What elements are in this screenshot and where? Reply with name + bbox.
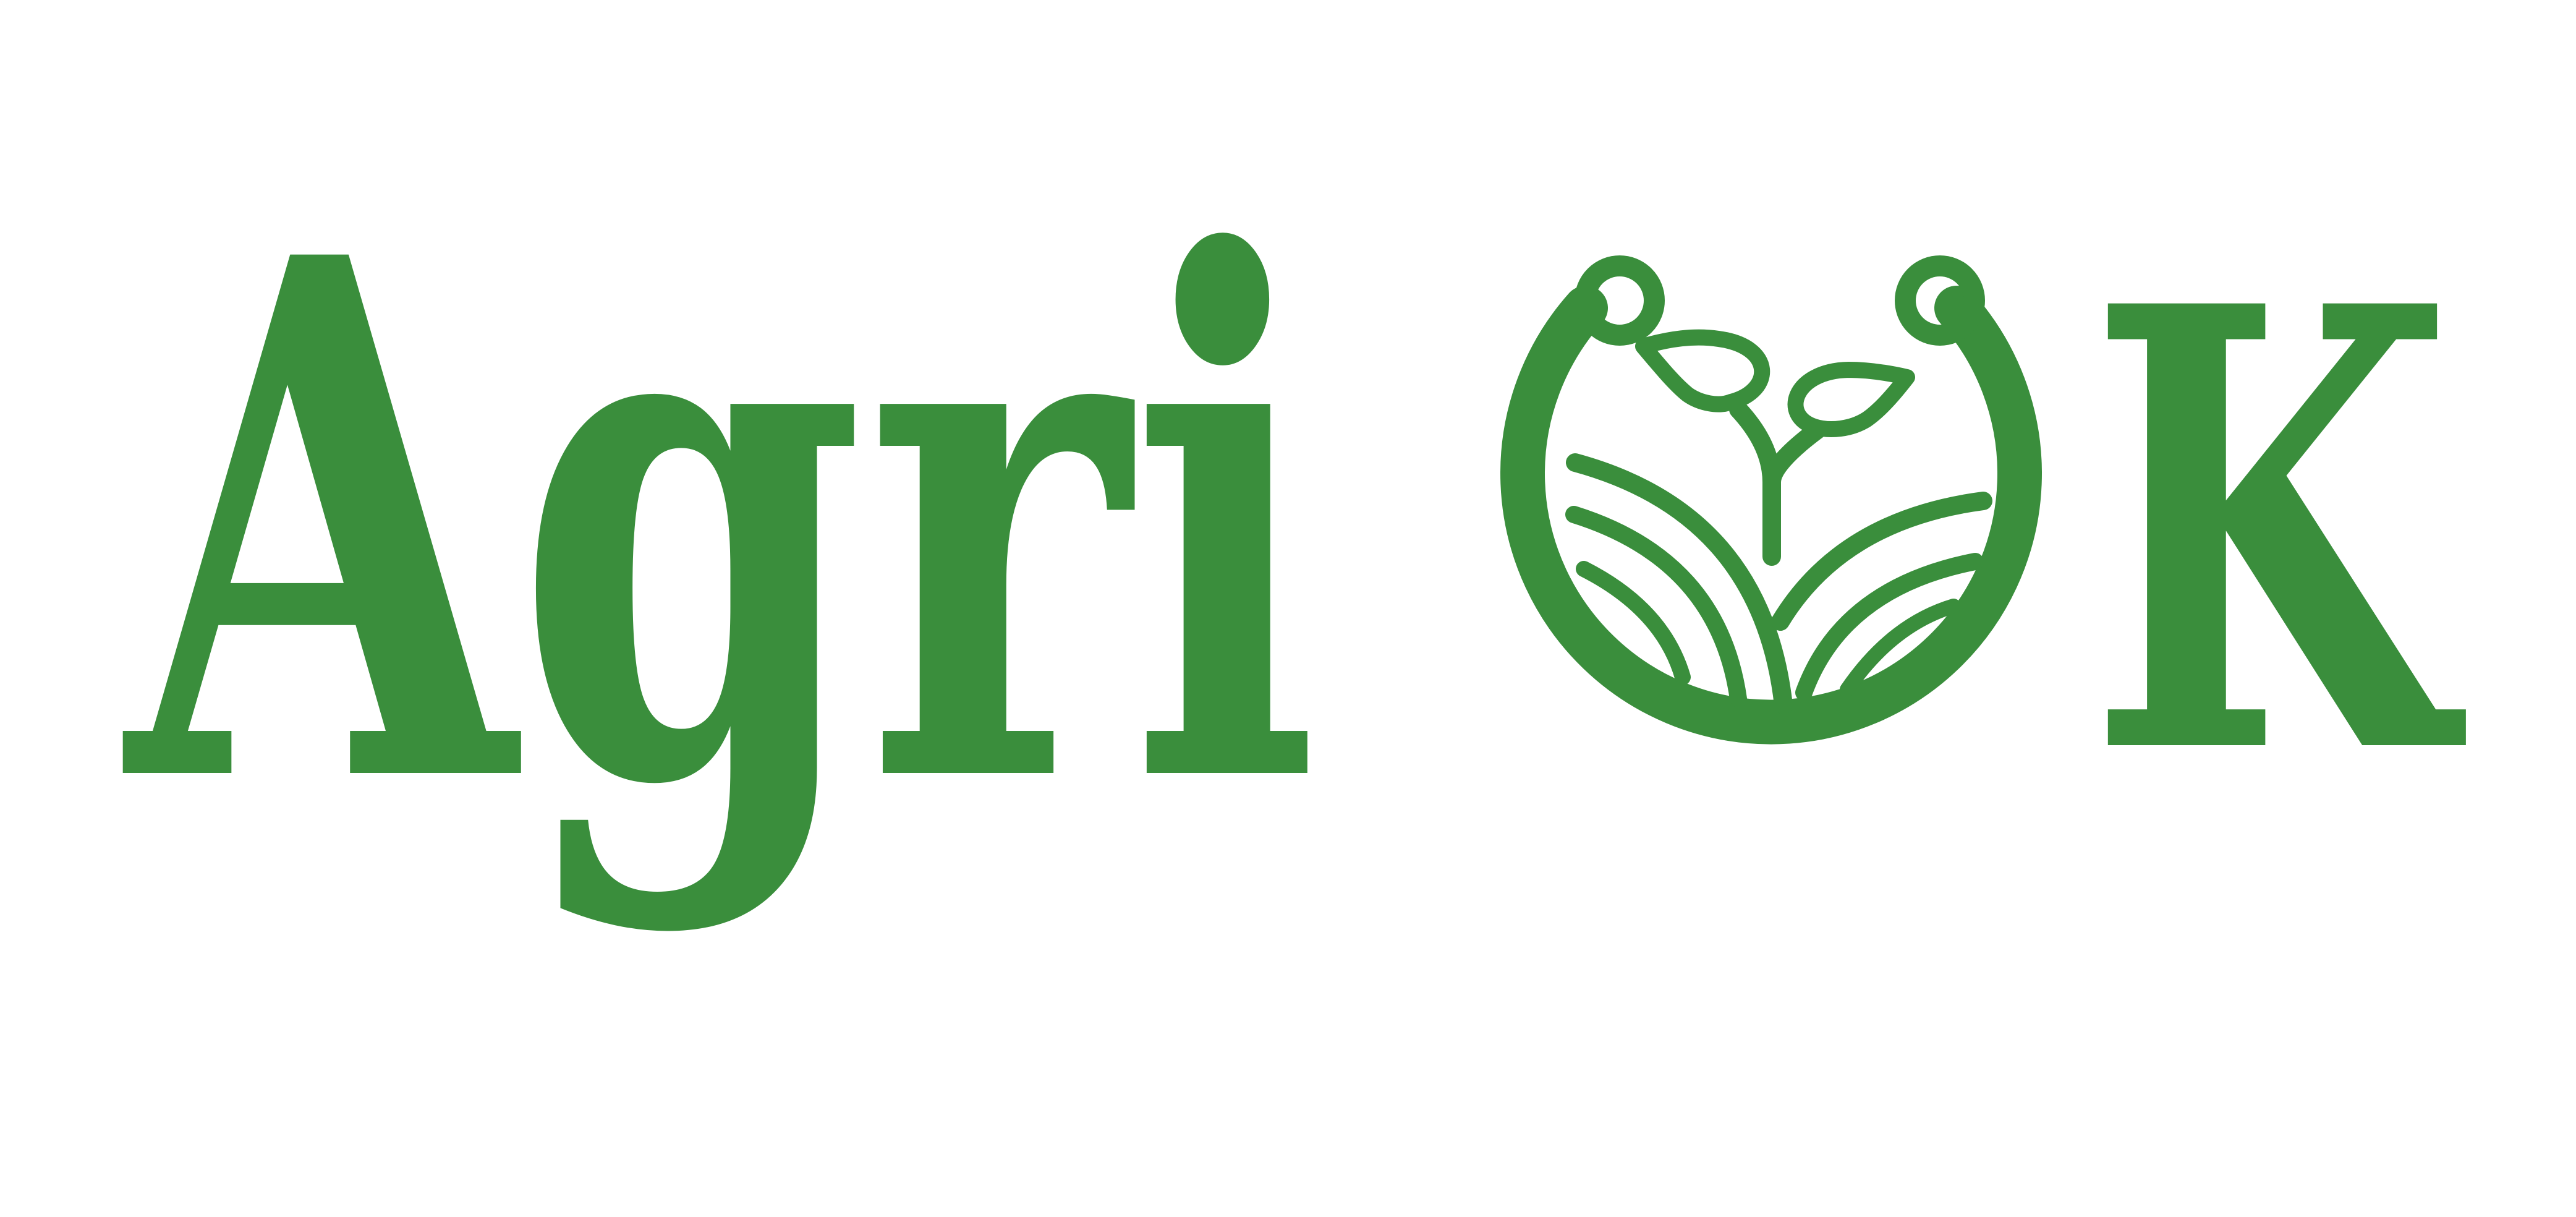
sprout-left-leaf-icon [1635, 329, 1770, 412]
field-row-left-2 [1565, 506, 1747, 707]
logo-text-agri: Agri [119, 106, 1320, 941]
sprout-right-leaf-icon [1787, 362, 1915, 437]
logo-text-k: K [2088, 177, 2468, 889]
field-row-right-1 [1771, 492, 1992, 631]
field-rows-icon [1565, 453, 1992, 714]
field-row-right-2 [1795, 553, 1984, 701]
emblem-ring [1500, 286, 2042, 745]
emblem-left-loop [1575, 255, 1665, 346]
field-row-left-3 [1576, 561, 1691, 685]
sprout-stem-branch [1762, 421, 1827, 492]
ring-with-sprout-and-field-rows-icon [1500, 255, 2042, 745]
emblem-right-loop [1895, 255, 1985, 346]
field-row-left-1 [1566, 453, 1793, 714]
field-row-right-3 [1840, 599, 1961, 697]
